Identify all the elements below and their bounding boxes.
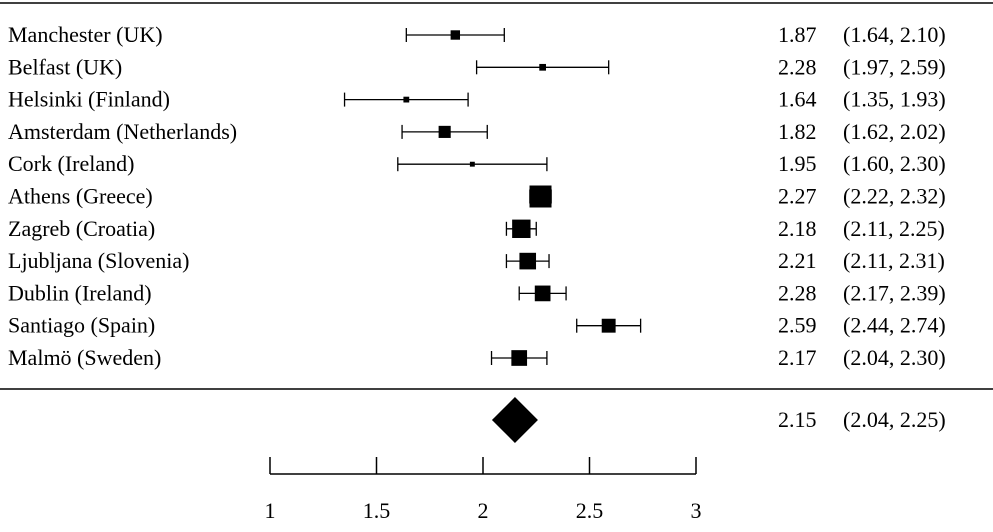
study-label: Ljubljana (Slovenia)	[8, 248, 189, 273]
estimate-value: 2.27	[778, 184, 817, 209]
study-label: Santiago (Spain)	[8, 313, 155, 338]
ci-value: (2.04, 2.30)	[843, 345, 946, 370]
study-row: Dublin (Ireland) 2.28 (2.17, 2.39)	[8, 280, 946, 305]
x-tick-label: 1.5	[363, 498, 391, 523]
pooled-estimate-value: 2.15	[778, 407, 817, 432]
ci-value: (1.62, 2.02)	[843, 119, 946, 144]
study-row: Belfast (UK) 2.28 (1.97, 2.59)	[8, 54, 946, 79]
pooled-row: 2.15 (2.04, 2.25)	[491, 397, 946, 443]
ci-value: (1.60, 2.30)	[843, 151, 946, 176]
x-tick-label: 1	[265, 498, 276, 523]
study-label: Cork (Ireland)	[8, 151, 134, 176]
estimate-value: 1.64	[778, 87, 817, 112]
point-estimate-square	[511, 350, 528, 366]
x-tick-label: 2.5	[576, 498, 604, 523]
point-estimate-square	[529, 185, 552, 208]
study-row: Ljubljana (Slovenia) 2.21 (2.11, 2.31)	[8, 248, 945, 273]
ci-value: (1.64, 2.10)	[843, 22, 946, 47]
point-estimate-square	[539, 63, 546, 71]
study-row: Manchester (UK) 1.87 (1.64, 2.10)	[8, 22, 946, 47]
study-label: Malmö (Sweden)	[8, 345, 161, 370]
study-label: Athens (Greece)	[8, 184, 153, 209]
ci-value: (2.22, 2.32)	[843, 184, 946, 209]
estimate-value: 2.28	[778, 280, 817, 305]
point-estimate-square	[450, 30, 461, 40]
estimate-value: 2.28	[778, 54, 817, 79]
estimate-value: 2.17	[778, 345, 817, 370]
estimate-value: 2.21	[778, 248, 817, 273]
study-row: Cork (Ireland) 1.95 (1.60, 2.30)	[8, 151, 946, 176]
study-rows: Manchester (UK) 1.87 (1.64, 2.10) Belfast (…	[8, 22, 946, 370]
ci-value: (2.11, 2.31)	[843, 248, 945, 273]
ci-value: (2.44, 2.74)	[843, 313, 946, 338]
study-row: Santiago (Spain) 2.59 (2.44, 2.74)	[8, 313, 946, 338]
pooled-diamond	[491, 397, 538, 443]
study-row: Athens (Greece) 2.27 (2.22, 2.32)	[8, 184, 946, 209]
study-label: Helsinki (Finland)	[8, 87, 170, 112]
study-label: Manchester (UK)	[8, 22, 163, 47]
estimate-value: 1.87	[778, 22, 817, 47]
point-estimate-square	[438, 125, 451, 138]
point-estimate-square	[512, 219, 531, 238]
study-row: Malmö (Sweden) 2.17 (2.04, 2.30)	[8, 345, 946, 370]
study-label: Belfast (UK)	[8, 54, 122, 79]
point-estimate-square	[601, 318, 616, 333]
estimate-value: 2.18	[778, 216, 817, 241]
study-label: Zagreb (Croatia)	[8, 216, 155, 241]
study-row: Helsinki (Finland) 1.64 (1.35, 1.93)	[8, 87, 946, 112]
x-axis: 1 1.5 2 2.5 3	[265, 457, 702, 523]
x-tick-label: 2	[478, 498, 489, 523]
study-label: Dublin (Ireland)	[8, 280, 152, 305]
ci-value: (2.17, 2.39)	[843, 280, 946, 305]
estimate-value: 1.95	[778, 151, 817, 176]
pooled-ci-value: (2.04, 2.25)	[843, 407, 946, 432]
ci-value: (2.11, 2.25)	[843, 216, 945, 241]
point-estimate-square	[469, 161, 475, 167]
ci-value: (1.35, 1.93)	[843, 87, 946, 112]
x-tick-label: 3	[691, 498, 702, 523]
study-row: Zagreb (Croatia) 2.18 (2.11, 2.25)	[8, 216, 945, 241]
estimate-value: 1.82	[778, 119, 817, 144]
point-estimate-square	[403, 96, 410, 103]
point-estimate-square	[519, 252, 537, 270]
point-estimate-square	[534, 285, 551, 302]
ci-value: (1.97, 2.59)	[843, 54, 946, 79]
study-label: Amsterdam (Netherlands)	[8, 119, 237, 144]
estimate-value: 2.59	[778, 313, 817, 338]
study-row: Amsterdam (Netherlands) 1.82 (1.62, 2.02)	[8, 119, 946, 144]
